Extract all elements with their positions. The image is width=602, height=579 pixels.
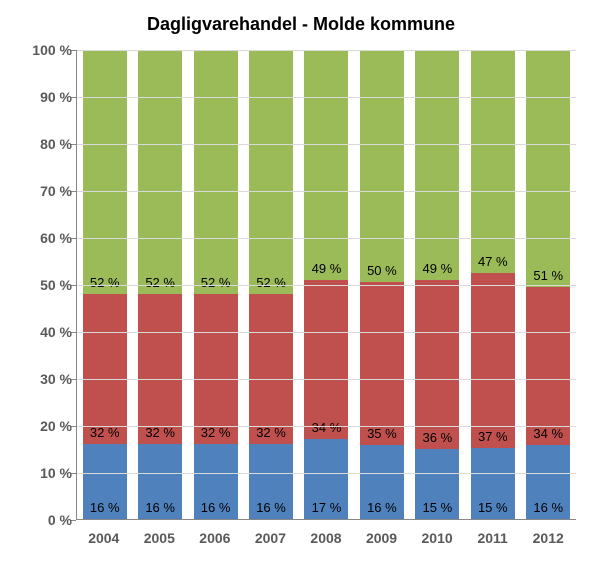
bar-segment-label: 32 % (145, 425, 175, 440)
bar-segment-middle: 32 % (83, 294, 127, 444)
bar-segment-label: 36 % (423, 430, 453, 445)
bar-segment-bottom: 16 % (360, 445, 404, 519)
gridline (77, 97, 576, 98)
bar-segment-label: 16 % (256, 500, 286, 515)
x-axis-label: 2008 (298, 530, 354, 546)
bar-segment-label: 34 % (312, 420, 342, 435)
bar-segment-middle: 37 % (471, 273, 515, 448)
bar-segment-label: 15 % (423, 500, 453, 515)
x-axis-label: 2010 (409, 530, 465, 546)
bar-segment-top: 49 % (304, 50, 348, 280)
bar-segment-label: 16 % (201, 500, 231, 515)
bar-segment-middle: 32 % (138, 294, 182, 444)
bar-segment-top: 50 % (360, 50, 404, 282)
bar-segment-label: 15 % (478, 500, 508, 515)
bar-segment-label: 52 % (256, 275, 286, 290)
y-axis-label: 100 % (12, 42, 72, 58)
bar-segment-bottom: 17 % (304, 439, 348, 519)
plot-area: 52 % 32 % 16 % 52 % 32 % 16 % 52 % 32 % 16 % 52 %… (76, 50, 576, 520)
bar-segment-label: 51 % (533, 268, 563, 283)
gridline (77, 285, 576, 286)
gridline (77, 473, 576, 474)
gridline (77, 426, 576, 427)
bar-segment-label: 50 % (367, 263, 397, 278)
bar-segment-label: 49 % (312, 261, 342, 276)
bar-segment-middle: 32 % (194, 294, 238, 444)
bar-segment-top: 47 % (471, 50, 515, 273)
bar-segment-label: 32 % (90, 425, 120, 440)
bar-segment-label: 16 % (533, 500, 563, 515)
bar-segment-top: 51 % (526, 50, 570, 287)
bar-segment-label: 47 % (478, 254, 508, 269)
bar-segment-middle: 35 % (360, 282, 404, 445)
bar-segment-label: 52 % (145, 275, 175, 290)
bar-segment-label: 34 % (533, 426, 563, 441)
y-axis-label: 30 % (12, 371, 72, 387)
gridline (77, 144, 576, 145)
bar-segment-top: 49 % (415, 50, 459, 280)
gridline (77, 332, 576, 333)
bar-segment-label: 16 % (367, 500, 397, 515)
y-axis-label: 80 % (12, 136, 72, 152)
gridline (77, 50, 576, 51)
bar-segment-label: 16 % (145, 500, 175, 515)
bar-segment-top: 52 % (249, 50, 293, 294)
bar-segment-label: 32 % (201, 425, 231, 440)
bar-segment-bottom: 16 % (83, 444, 127, 519)
y-axis-label: 50 % (12, 277, 72, 293)
bar-segment-middle: 36 % (415, 280, 459, 449)
x-axis-label: 2007 (243, 530, 299, 546)
bar-segment-label: 35 % (367, 426, 397, 441)
x-axis-label: 2011 (465, 530, 521, 546)
x-axis-label: 2004 (76, 530, 132, 546)
bar-segment-middle: 34 % (526, 287, 570, 445)
bar-segment-bottom: 16 % (526, 445, 570, 519)
gridline (77, 191, 576, 192)
x-axis-label: 2012 (520, 530, 576, 546)
bar-segment-label: 52 % (90, 275, 120, 290)
x-axis-label: 2009 (354, 530, 410, 546)
bar-segment-label: 17 % (312, 500, 342, 515)
y-axis-label: 10 % (12, 465, 72, 481)
chart-frame: { "chart": { "type": "stacked-bar-100", … (0, 0, 602, 579)
bar-segment-middle: 34 % (304, 280, 348, 439)
y-axis-label: 0 % (12, 512, 72, 528)
y-axis-label: 70 % (12, 183, 72, 199)
bar-segment-label: 49 % (423, 261, 453, 276)
y-axis-label: 60 % (12, 230, 72, 246)
bar-segment-bottom: 16 % (138, 444, 182, 519)
bar-segment-label: 32 % (256, 425, 286, 440)
y-axis-label: 90 % (12, 89, 72, 105)
chart-title: Dagligvarehandel - Molde kommune (0, 14, 602, 35)
bar-segment-bottom: 15 % (415, 449, 459, 519)
bar-segment-bottom: 16 % (194, 444, 238, 519)
y-axis-label: 20 % (12, 418, 72, 434)
bar-segment-top: 52 % (194, 50, 238, 294)
gridline (77, 238, 576, 239)
bar-segment-middle: 32 % (249, 294, 293, 444)
x-axis-label: 2006 (187, 530, 243, 546)
y-axis-label: 40 % (12, 324, 72, 340)
gridline (77, 379, 576, 380)
bar-segment-bottom: 16 % (249, 444, 293, 519)
bar-segment-top: 52 % (83, 50, 127, 294)
x-axis-label: 2005 (132, 530, 188, 546)
bar-segment-top: 52 % (138, 50, 182, 294)
bar-segment-label: 52 % (201, 275, 231, 290)
bar-segment-label: 16 % (90, 500, 120, 515)
bar-segment-bottom: 15 % (471, 448, 515, 519)
bar-segment-label: 37 % (478, 429, 508, 444)
